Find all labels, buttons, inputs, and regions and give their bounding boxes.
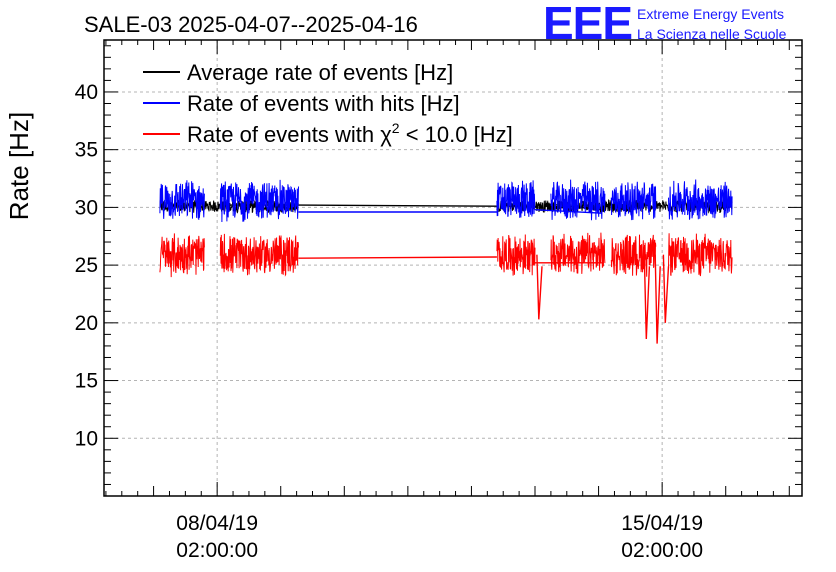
chart-title: SALE-03 2025-04-07--2025-04-16: [84, 12, 418, 37]
legend-entry-chi2: Rate of events with χ2 < 10.0 [Hz]: [143, 120, 513, 147]
eee-logo: EEE Extreme Energy Events La Scienza nel…: [543, 0, 787, 49]
y-tick-label: 10: [75, 427, 98, 450]
series-connector: [298, 256, 497, 259]
series-segment: [159, 233, 205, 278]
legend: Average rate of events [Hz] Rate of even…: [143, 60, 513, 147]
series-segment: [496, 180, 536, 218]
series-dip: [662, 254, 670, 323]
y-tick-label: 15: [75, 370, 98, 393]
y-tick-label: 40: [75, 81, 98, 104]
series-segment: [610, 234, 657, 277]
legend-entry-average: Average rate of events [Hz]: [143, 60, 453, 85]
y-tick-label: 20: [75, 312, 98, 335]
legend-chi2-part-2: < 10.0 [Hz]: [400, 122, 513, 147]
x-tick-label-date: 15/04/19: [621, 512, 703, 535]
legend-label-chi2: Rate of events with χ2 < 10.0 [Hz]: [187, 120, 513, 147]
x-tick-label-time: 02:00:00: [176, 539, 258, 562]
series-2: [159, 232, 733, 344]
series-segment: [668, 233, 733, 277]
legend-chi2-superscript: 2: [392, 120, 400, 136]
series-dip: [654, 254, 661, 344]
series-layer: [159, 179, 733, 344]
series-segment: [550, 232, 606, 274]
legend-label-hits: Rate of events with hits [Hz]: [187, 91, 460, 116]
x-tick-label-date: 08/04/19: [176, 512, 258, 535]
logo-line-1: Extreme Energy Events: [637, 6, 784, 22]
y-tick-label: 30: [75, 196, 98, 219]
series-1: [159, 179, 733, 223]
legend-label-average: Average rate of events [Hz]: [187, 60, 453, 85]
series-segment: [610, 181, 657, 221]
logo-line-2: La Scienza nelle Scuole: [637, 26, 787, 42]
series-segment: [496, 234, 536, 276]
series-segment: [159, 180, 205, 220]
y-tick-label: 25: [75, 254, 98, 277]
plot-frame: [103, 39, 803, 497]
series-segment: [219, 233, 299, 277]
series-segment: [550, 179, 606, 221]
legend-entry-hits: Rate of events with hits [Hz]: [143, 91, 460, 116]
series-segment: [668, 179, 733, 220]
series-segment: [219, 179, 299, 223]
x-tick-label-time: 02:00:00: [621, 539, 703, 562]
legend-chi2-symbol: χ: [380, 122, 392, 147]
y-tick-label: 35: [75, 139, 98, 162]
axes: 10 15 20 25 30 35 40 08/04/19 02:00:00 15/04/19 02…: [75, 40, 802, 562]
series-dip: [643, 254, 651, 340]
legend-chi2-part-1: Rate of events with: [187, 122, 380, 147]
logo-mark: EEE: [543, 0, 632, 49]
y-axis-title: Rate [Hz]: [4, 112, 34, 220]
series-dip: [536, 254, 543, 320]
